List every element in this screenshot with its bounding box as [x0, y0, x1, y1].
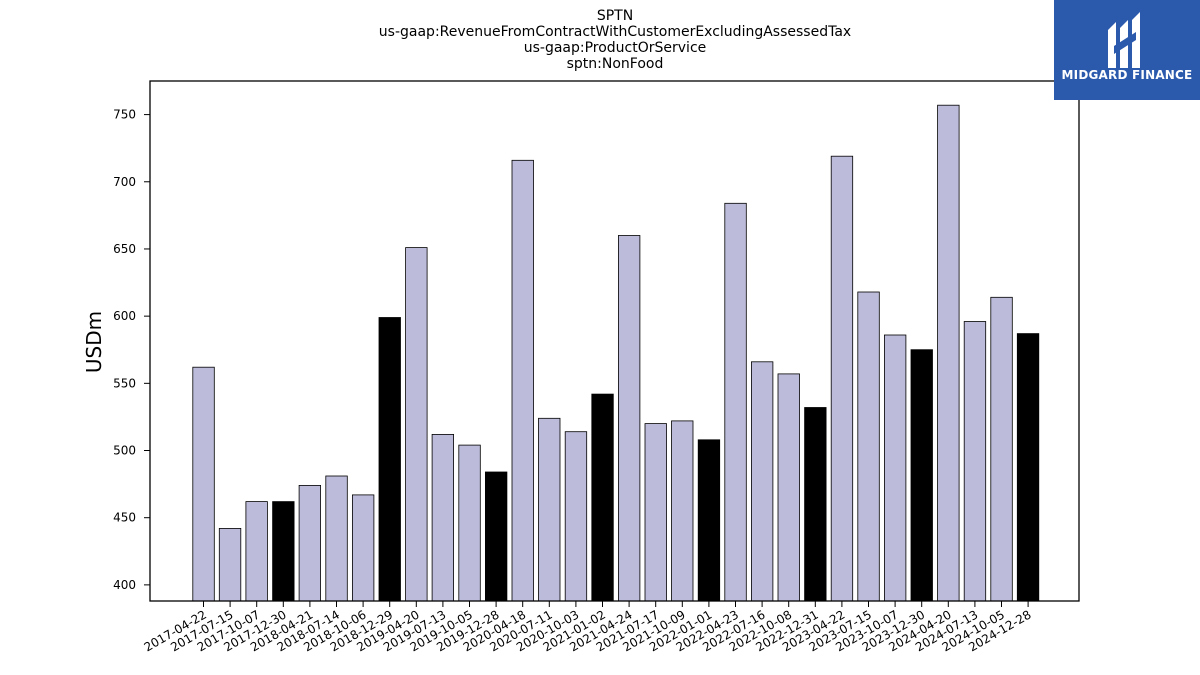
bar-2022-04-23	[724, 202, 747, 602]
bar-2018-07-14	[325, 475, 348, 602]
y-tick-label: 550	[113, 376, 136, 390]
bar-2020-10-03	[564, 431, 588, 602]
y-axis: 400 450 500 550 600 650 700 750	[113, 108, 150, 592]
y-tick-label: 600	[113, 309, 136, 323]
midgard-finance-logo: MIDGARD FINANCE	[1054, 0, 1200, 100]
bar-2021-04-24	[618, 235, 641, 602]
logo-text: MIDGARD FINANCE	[1061, 68, 1193, 82]
bar-2018-12-29	[378, 317, 401, 602]
midgard-logo-icon	[1108, 12, 1140, 68]
y-tick-label: 450	[113, 511, 136, 525]
bar-2020-04-18	[511, 159, 534, 602]
bar-2017-04-22	[192, 366, 215, 602]
bar-2017-10-07	[245, 501, 268, 602]
bar-2017-07-15	[218, 528, 242, 602]
bar-2019-07-13	[431, 433, 455, 602]
bar-2022-12-31	[804, 407, 827, 602]
chart-title-line-3: us-gaap:ProductOrService	[524, 40, 707, 56]
chart-title: SPTN us-gaap:RevenueFromContractWithCust…	[379, 8, 851, 72]
bar-2022-07-16	[751, 361, 774, 602]
x-axis: 2017-04-222017-07-152017-10-072017-12-30…	[142, 601, 1034, 654]
chart-title-line-2: us-gaap:RevenueFromContractWithCustomerE…	[379, 24, 851, 40]
bar-2024-10-05	[990, 296, 1013, 602]
y-tick-label: 750	[113, 108, 136, 122]
bar-2021-07-17	[644, 423, 667, 602]
bar-2018-04-21	[298, 484, 322, 602]
plot-frame	[149, 80, 1080, 602]
bar-2020-07-11	[538, 417, 561, 602]
bar-2022-10-08	[777, 373, 800, 602]
chart-title-line-4: sptn:NonFood	[567, 56, 664, 72]
y-axis-label: USDm	[82, 311, 106, 373]
bar-2021-01-02	[591, 393, 614, 602]
chart-title-line-1: SPTN	[597, 8, 633, 24]
bar-2017-12-30	[272, 501, 295, 602]
bar-2024-04-20	[937, 104, 960, 602]
bar-2019-04-20	[405, 247, 428, 602]
bar-2019-12-28	[484, 471, 508, 602]
y-tick-label: 500	[113, 444, 136, 458]
bar-2021-10-09	[671, 420, 694, 602]
y-tick-label: 650	[113, 242, 136, 256]
bar-2024-12-28	[1016, 333, 1040, 602]
y-tick-label: 400	[113, 578, 136, 592]
bar-2023-07-15	[857, 291, 880, 602]
y-tick-label: 700	[113, 175, 136, 189]
bar-2019-10-05	[458, 444, 481, 602]
bars-group	[192, 104, 1040, 602]
bar-2023-04-22	[830, 155, 854, 602]
bar-2023-12-30	[910, 349, 933, 602]
bar-2023-10-07	[884, 334, 907, 602]
bar-2022-01-01	[697, 439, 721, 602]
bar-2018-10-06	[351, 494, 375, 602]
bar-2024-07-13	[963, 321, 987, 602]
